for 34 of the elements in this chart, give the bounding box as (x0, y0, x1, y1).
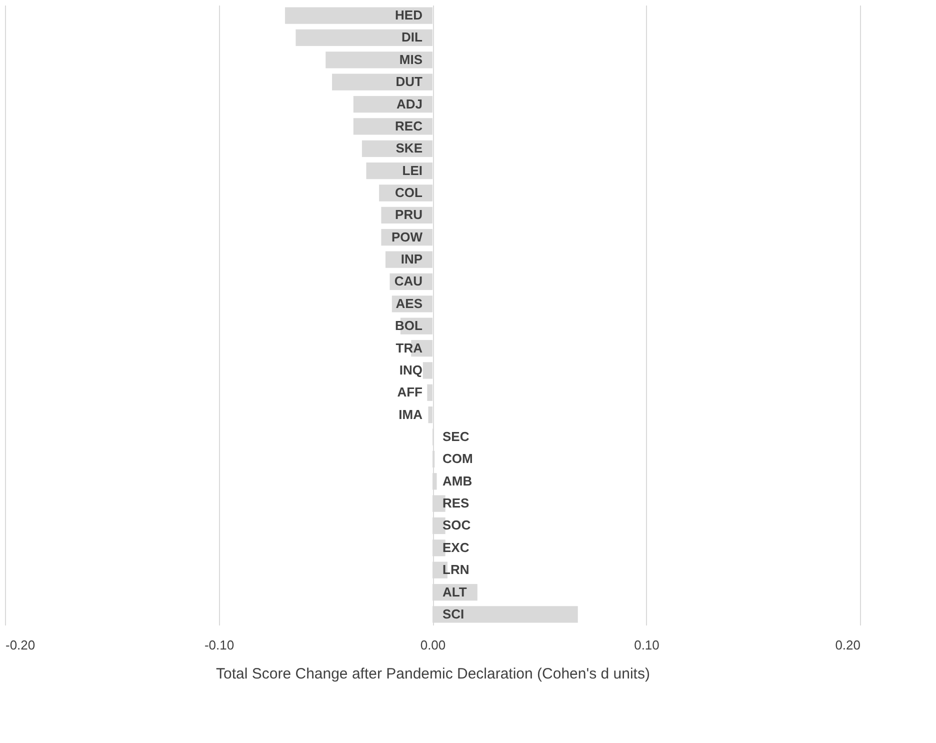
y-tick-label: PRU (395, 207, 422, 222)
x-tick-label: 0.20 (835, 638, 860, 652)
y-tick-label: ALT (442, 584, 467, 600)
y-tick-label: EXC (442, 540, 470, 555)
y-tick-label: AMB (442, 473, 472, 488)
x-tick-label: -0.10 (204, 638, 234, 652)
y-tick-label: BOL (395, 318, 423, 334)
y-tick-label: SKE (396, 140, 423, 156)
x-tick-label: -0.20 (6, 638, 36, 652)
x-tick-label: 0.10 (634, 638, 660, 652)
y-tick-label: AFF (397, 384, 423, 400)
y-tick-label: RES (442, 496, 470, 511)
y-tick-label: POW (391, 229, 424, 244)
y-tick-label: HED (395, 8, 422, 23)
y-tick-label: INQ (399, 362, 422, 378)
x-tick-label: 0.00 (420, 638, 446, 652)
y-tick-label: DIL (402, 30, 423, 45)
y-tick-label: MIS (399, 52, 423, 67)
y-tick-label: IMA (398, 406, 424, 422)
y-tick-label: ADJ (396, 96, 422, 112)
y-tick-label: SOC (442, 518, 472, 533)
y-tick-label: LEI (402, 162, 422, 178)
y-tick-label: COM (442, 451, 473, 466)
x-axis-title: Total Score Change after Pandemic Declaration (Cohen's d units) (216, 666, 650, 682)
y-tick-label: REC (395, 118, 424, 134)
y-tick-label: INP (400, 252, 423, 267)
y-tick-label: SEC (442, 429, 470, 444)
y-tick-label: DUT (396, 74, 423, 90)
y-tick-label: AES (396, 296, 423, 311)
y-tick-label: LRN (442, 562, 470, 578)
y-tick-label: CAU (394, 274, 422, 289)
y-tick-label: COL (395, 184, 423, 200)
y-tick-label: SCI (442, 606, 464, 622)
y-tick-label: TRA (396, 340, 424, 356)
